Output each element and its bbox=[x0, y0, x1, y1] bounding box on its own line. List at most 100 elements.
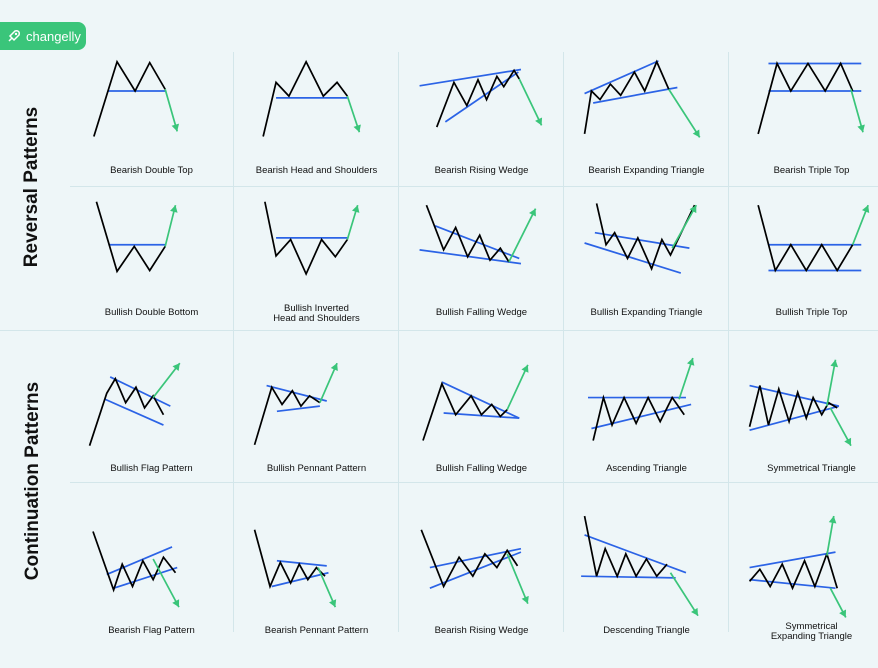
brand-name: changelly bbox=[26, 28, 81, 44]
price-line bbox=[420, 529, 519, 589]
pattern-label: Bearish Triple Top bbox=[773, 165, 850, 176]
price-line bbox=[583, 59, 670, 135]
pattern-label: Bullish Triple Top bbox=[775, 307, 848, 318]
trend-line-lower bbox=[444, 71, 519, 123]
pattern-cell: Bearish Triple Top bbox=[730, 48, 878, 186]
column-divider bbox=[398, 52, 399, 632]
price-line bbox=[95, 201, 166, 274]
pattern-label: Symmetrical Triangle bbox=[767, 463, 856, 474]
price-line bbox=[253, 529, 326, 590]
pattern-illustration bbox=[422, 364, 529, 441]
pattern-illustration bbox=[88, 362, 181, 446]
trend-line-upper bbox=[434, 225, 520, 260]
section-title-continuation: Continuation Patterns bbox=[22, 381, 43, 581]
pattern-cell: Symmetrical Expanding Triangle bbox=[730, 504, 878, 644]
breakout-arrow-head bbox=[862, 205, 870, 213]
breakout-arrow bbox=[506, 553, 529, 605]
trend-line-upper bbox=[749, 551, 836, 569]
pattern-cell: Bullish Expanding Triangle bbox=[565, 188, 728, 344]
breakout-arrow bbox=[152, 362, 181, 399]
price-line bbox=[262, 59, 349, 137]
pattern-illustration bbox=[757, 204, 870, 273]
price-line bbox=[425, 204, 510, 263]
breakout-arrow-head bbox=[535, 117, 543, 126]
column-divider bbox=[728, 52, 729, 632]
pattern-cell: Ascending Triangle bbox=[565, 346, 728, 502]
breakout-arrow bbox=[851, 204, 869, 246]
pattern-illustration bbox=[264, 201, 360, 277]
price-line bbox=[253, 385, 321, 446]
trend-line-upper bbox=[749, 384, 840, 407]
trend-line-upper bbox=[276, 559, 327, 567]
price-line bbox=[93, 59, 166, 137]
pattern-label: Bullish Falling Wedge bbox=[435, 307, 528, 318]
pattern-illustration bbox=[253, 362, 338, 446]
breakout-arrow-down-head bbox=[844, 437, 852, 446]
pattern-label: Bearish Rising Wedge bbox=[434, 625, 529, 636]
price-line bbox=[748, 551, 839, 591]
pattern-illustration bbox=[419, 204, 537, 265]
price-line bbox=[583, 515, 668, 579]
breakout-arrow bbox=[152, 558, 180, 608]
trend-line-lower bbox=[113, 566, 178, 590]
pattern-label: Bearish Head and Shoulders bbox=[255, 165, 378, 176]
section-title-reversal: Reversal Patterns bbox=[21, 106, 42, 268]
column-divider bbox=[233, 52, 234, 632]
section-divider bbox=[0, 330, 878, 331]
pattern-cell: Bullish Triple Top bbox=[730, 188, 878, 344]
pattern-illustration bbox=[748, 515, 847, 618]
pattern-label: Descending Triangle bbox=[603, 625, 690, 636]
pattern-cell: Symmetrical Triangle bbox=[730, 346, 878, 502]
breakout-arrow-head bbox=[521, 364, 529, 373]
pattern-illustration bbox=[581, 515, 699, 617]
breakout-arrow bbox=[506, 364, 529, 410]
pattern-label: Symmetrical Expanding Triangle bbox=[770, 621, 853, 642]
price-line bbox=[92, 531, 177, 593]
pattern-illustration bbox=[253, 529, 337, 608]
row-divider bbox=[70, 186, 878, 187]
breakout-arrow-head bbox=[329, 599, 337, 608]
breakout-arrow-up-head bbox=[828, 516, 837, 524]
price-line bbox=[88, 376, 165, 446]
pattern-cell: Bearish Pennant Pattern bbox=[235, 504, 398, 644]
breakout-arrow-head bbox=[330, 363, 338, 372]
pattern-illustration bbox=[583, 59, 701, 138]
pattern-cell: Bullish Inverted Head and Shoulders bbox=[235, 188, 398, 344]
pattern-cell: Bearish Head and Shoulders bbox=[235, 48, 398, 186]
pattern-illustration bbox=[92, 531, 180, 608]
price-line bbox=[748, 385, 838, 427]
trend-line-lower bbox=[419, 249, 522, 265]
pattern-label: Ascending Triangle bbox=[606, 463, 687, 474]
pattern-label: Bullish Double Bottom bbox=[104, 307, 199, 318]
trend-line-lower bbox=[593, 86, 678, 104]
breakout-arrow-head bbox=[170, 205, 178, 213]
pattern-illustration bbox=[419, 68, 543, 128]
pattern-grid: Bearish Double Top Bearish Head and Shoul… bbox=[70, 48, 878, 642]
breakout-arrow-head bbox=[172, 363, 180, 371]
pattern-illustration bbox=[95, 201, 178, 274]
pattern-cell: Bullish Pennant Pattern bbox=[235, 346, 398, 502]
price-line bbox=[592, 394, 685, 441]
breakout-arrow-down-head bbox=[839, 609, 847, 618]
pattern-label: Bearish Flag Pattern bbox=[108, 625, 195, 636]
trend-line-upper bbox=[584, 534, 687, 574]
trend-line-upper bbox=[109, 376, 171, 407]
brand-logo: changelly bbox=[0, 22, 86, 50]
breakout-arrow bbox=[164, 204, 177, 247]
breakout-arrow-head bbox=[686, 358, 695, 366]
pattern-cell: Bullish Falling Wedge bbox=[400, 346, 563, 502]
pattern-illustration bbox=[93, 59, 180, 137]
breakout-arrow bbox=[669, 572, 699, 617]
pattern-cell: Bullish Double Bottom bbox=[70, 188, 233, 344]
trend-line-upper bbox=[584, 60, 659, 95]
pattern-label: Bullish Expanding Triangle bbox=[590, 307, 703, 318]
row-divider bbox=[70, 482, 878, 483]
pattern-cell: Bullish Flag Pattern bbox=[70, 346, 233, 502]
pattern-illustration bbox=[757, 61, 865, 135]
pattern-illustration bbox=[262, 59, 361, 137]
pattern-cell: Bearish Rising Wedge bbox=[400, 504, 563, 644]
breakout-arrow bbox=[508, 208, 537, 263]
pattern-cell: Bullish Falling Wedge bbox=[400, 188, 563, 344]
pattern-illustration bbox=[420, 529, 529, 605]
breakout-arrow bbox=[850, 89, 864, 133]
